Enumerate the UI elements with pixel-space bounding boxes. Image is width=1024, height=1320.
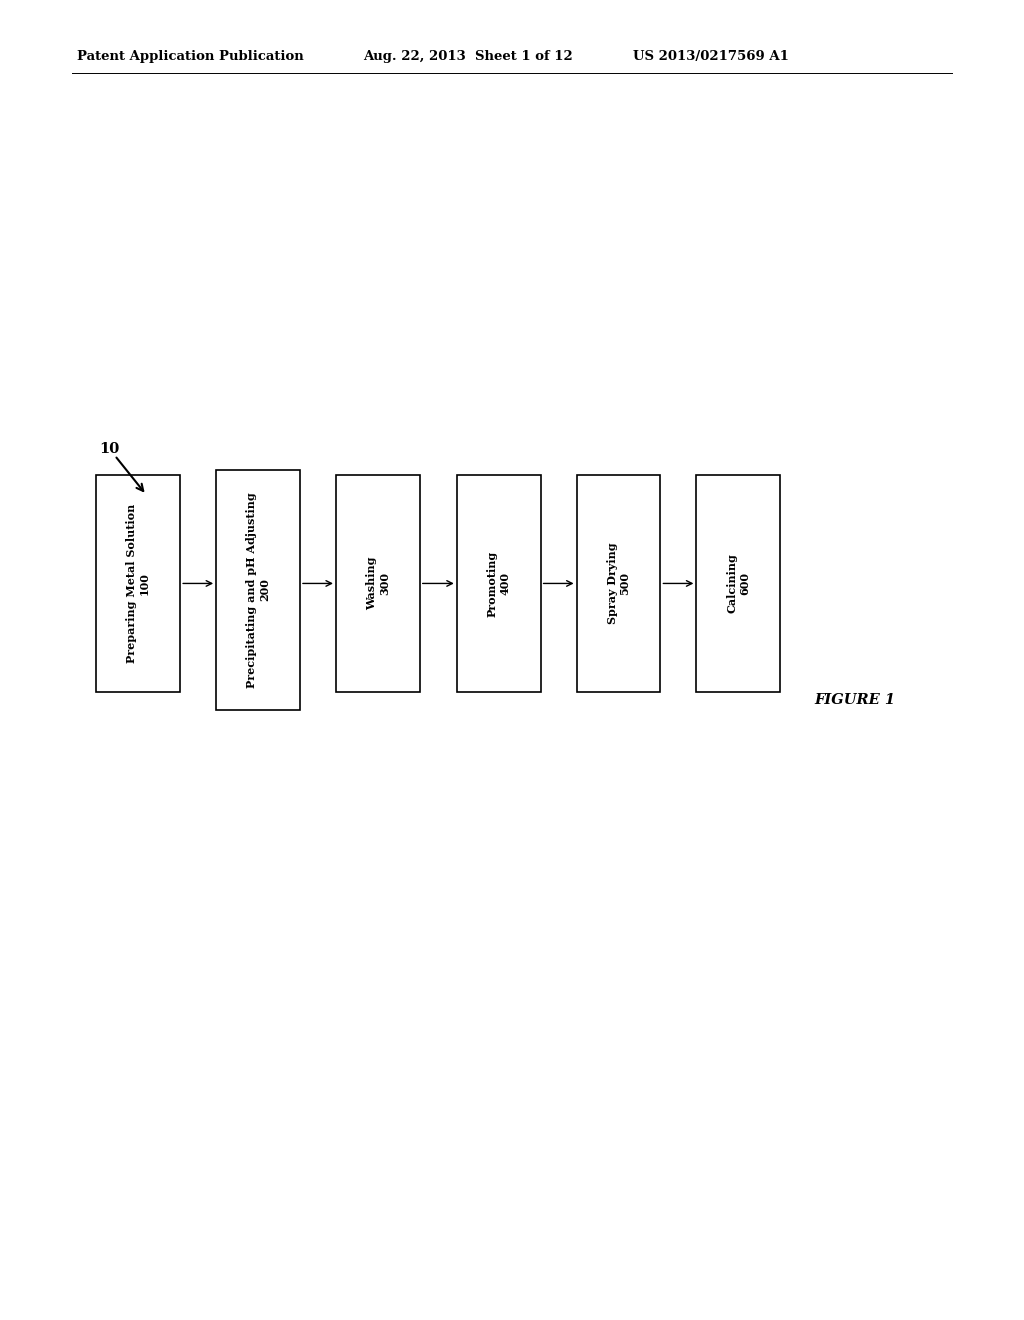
Bar	[96, 474, 180, 692]
Bar	[336, 474, 420, 692]
Text: FIGURE 1: FIGURE 1	[814, 693, 895, 708]
Text: Preparing Metal Solution
100: Preparing Metal Solution 100	[126, 504, 151, 663]
Text: Promoting
400: Promoting 400	[486, 550, 511, 616]
Text: US 2013/0217569 A1: US 2013/0217569 A1	[633, 50, 788, 63]
Text: Patent Application Publication: Patent Application Publication	[77, 50, 303, 63]
Bar	[577, 474, 660, 692]
Text: Precipitating and pH Adjusting
200: Precipitating and pH Adjusting 200	[246, 492, 270, 688]
Bar	[457, 474, 541, 692]
Bar	[696, 474, 780, 692]
Text: Washing
300: Washing 300	[366, 557, 390, 610]
Text: Spray Drying
500: Spray Drying 500	[606, 543, 631, 624]
Bar	[216, 470, 300, 710]
Text: Calcining
600: Calcining 600	[726, 553, 751, 614]
Text: Aug. 22, 2013  Sheet 1 of 12: Aug. 22, 2013 Sheet 1 of 12	[364, 50, 573, 63]
Text: 10: 10	[99, 442, 120, 457]
